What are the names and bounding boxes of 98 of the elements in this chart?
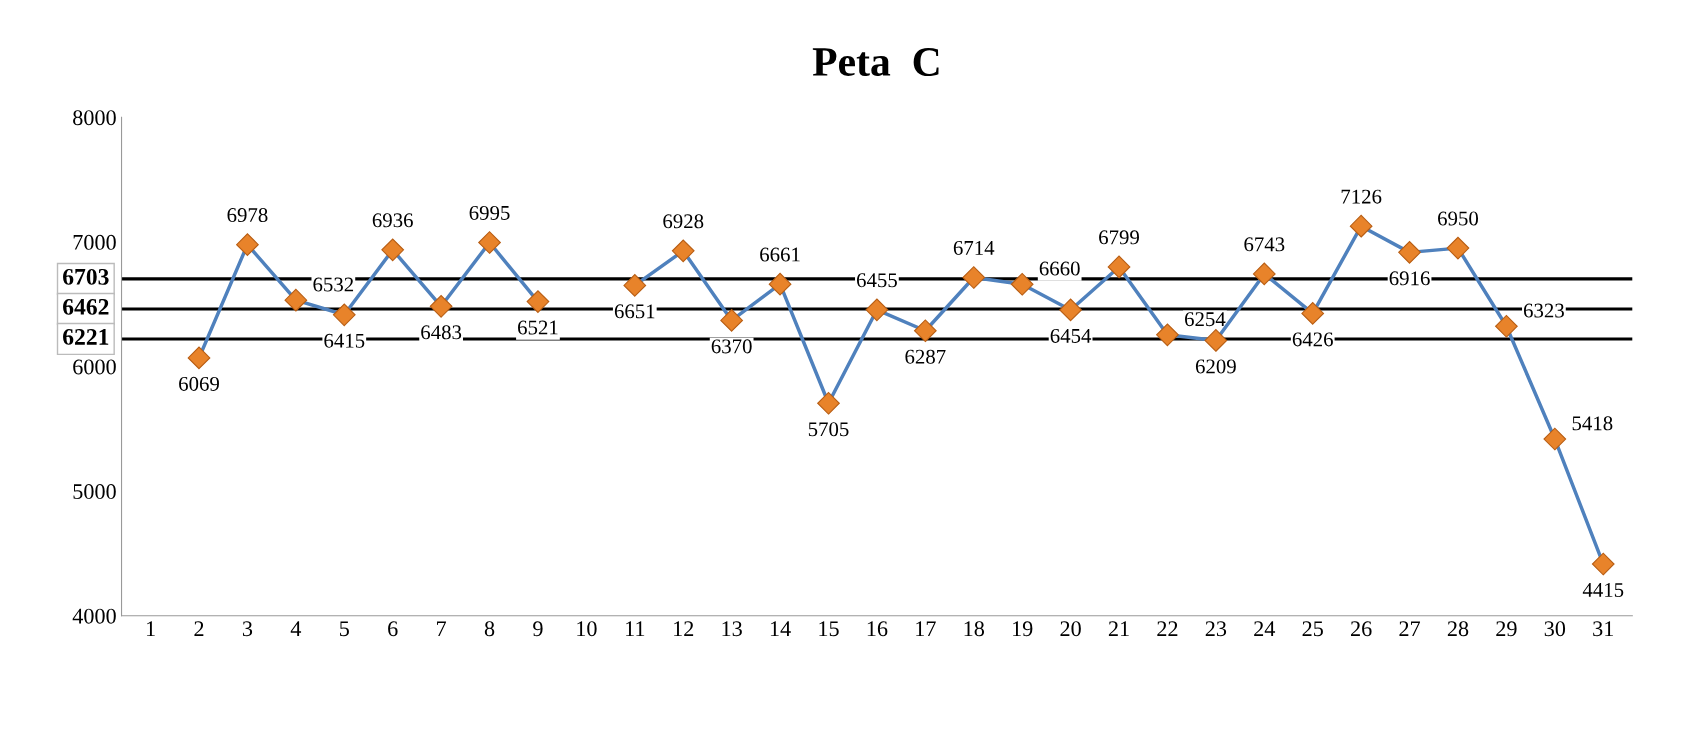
data-label: 6287 bbox=[905, 349, 946, 364]
data-label: 6323 bbox=[1523, 303, 1564, 318]
ref-line-label: 6462 bbox=[63, 298, 109, 315]
point bbox=[1059, 298, 1082, 322]
data-label: 6426 bbox=[1292, 332, 1333, 347]
x-tick-label: 6 bbox=[388, 621, 398, 637]
data-label: 6995 bbox=[469, 205, 510, 220]
data-label: 6799 bbox=[1099, 230, 1140, 245]
point bbox=[1107, 255, 1131, 279]
point bbox=[1252, 262, 1276, 286]
x-tick-label: 16 bbox=[867, 621, 888, 637]
point bbox=[1349, 214, 1373, 238]
x-tick-label: 24 bbox=[1254, 621, 1276, 636]
data-label: 6483 bbox=[421, 325, 462, 340]
point bbox=[623, 274, 647, 297]
x-tick-label: 7 bbox=[437, 621, 447, 636]
data-label: 6370 bbox=[711, 339, 752, 354]
x-tick-label: 19 bbox=[1013, 621, 1033, 637]
data-label: 6743 bbox=[1244, 237, 1285, 252]
y-tick-label: 8000 bbox=[73, 110, 116, 126]
x-tick-label: 17 bbox=[916, 621, 936, 636]
y-tick-label: 7000 bbox=[73, 234, 116, 250]
point bbox=[478, 231, 501, 254]
x-tick-label: 30 bbox=[1544, 621, 1566, 637]
data-label: 6661 bbox=[760, 247, 800, 262]
x-tick-label: 20 bbox=[1060, 621, 1081, 637]
x-tick-label: 14 bbox=[770, 621, 791, 636]
x-tick-label: 12 bbox=[674, 621, 694, 636]
x-tick-label: 28 bbox=[1447, 621, 1469, 637]
data-label: 4415 bbox=[1582, 583, 1624, 597]
x-tick-label: 27 bbox=[1399, 621, 1421, 636]
data-label: 6950 bbox=[1438, 211, 1479, 226]
data-label: 6521 bbox=[518, 320, 558, 335]
data-label: 6928 bbox=[663, 214, 704, 229]
y-tick-label: 6000 bbox=[73, 359, 116, 375]
point bbox=[913, 319, 937, 343]
x-tick-label: 26 bbox=[1351, 621, 1372, 637]
data-label: 6651 bbox=[614, 304, 655, 319]
x-tick-label: 23 bbox=[1205, 621, 1227, 637]
ref-line-label: 6221 bbox=[63, 329, 109, 345]
x-tick-label: 22 bbox=[1157, 621, 1178, 636]
point bbox=[526, 290, 550, 313]
data-label: 6916 bbox=[1389, 271, 1430, 286]
ref-line-label: 6703 bbox=[63, 268, 109, 285]
data-label: 6415 bbox=[324, 333, 365, 348]
x-tick-label: 9 bbox=[533, 621, 543, 637]
x-tick-label: 1 bbox=[146, 621, 155, 636]
data-label: 6069 bbox=[179, 376, 219, 391]
x-tick-label: 13 bbox=[722, 621, 742, 637]
point bbox=[1010, 272, 1034, 296]
data-label: 6714 bbox=[953, 240, 995, 255]
x-tick-label: 3 bbox=[242, 621, 253, 637]
x-tick-label: 10 bbox=[577, 621, 597, 637]
x-tick-label: 11 bbox=[626, 621, 645, 636]
x-tick-label: 8 bbox=[484, 621, 495, 637]
point bbox=[671, 239, 695, 263]
point bbox=[429, 294, 453, 318]
point bbox=[284, 288, 308, 312]
point bbox=[1495, 314, 1518, 338]
point bbox=[187, 346, 211, 370]
x-tick-label: 29 bbox=[1496, 621, 1517, 637]
point bbox=[1398, 240, 1421, 264]
data-label: 6454 bbox=[1050, 328, 1092, 343]
y-tick-label: 5000 bbox=[73, 484, 116, 500]
data-label: 6936 bbox=[372, 213, 413, 228]
x-tick-label: 31 bbox=[1593, 621, 1614, 637]
x-tick-label: 18 bbox=[964, 621, 985, 637]
point bbox=[381, 238, 405, 262]
data-label: 6532 bbox=[313, 277, 354, 292]
point bbox=[1446, 236, 1470, 260]
x-tick-label: 2 bbox=[194, 621, 204, 636]
x-tick-label: 25 bbox=[1302, 621, 1323, 637]
data-label: 5705 bbox=[808, 422, 849, 437]
point bbox=[865, 298, 889, 322]
data-label: 6209 bbox=[1195, 359, 1236, 374]
y-tick-label: 4000 bbox=[72, 608, 116, 624]
x-tick-label: 5 bbox=[340, 621, 349, 637]
point bbox=[1301, 302, 1325, 325]
point bbox=[768, 272, 792, 296]
data-label: 5418 bbox=[1572, 416, 1613, 431]
x-tick-label: 4 bbox=[290, 621, 302, 636]
point bbox=[817, 391, 840, 415]
point bbox=[1543, 427, 1567, 451]
point bbox=[720, 309, 744, 332]
data-label: 6978 bbox=[227, 208, 268, 223]
point bbox=[1204, 329, 1228, 352]
point bbox=[1156, 323, 1179, 347]
point bbox=[962, 266, 986, 289]
x-tick-label: 15 bbox=[819, 621, 839, 637]
point bbox=[1591, 552, 1615, 576]
point bbox=[236, 233, 259, 256]
chart-title: Peta C bbox=[812, 48, 939, 77]
data-label: 7126 bbox=[1341, 189, 1382, 204]
data-label: 6455 bbox=[856, 273, 897, 288]
x-tick-label: 21 bbox=[1108, 621, 1129, 636]
data-label: 6660 bbox=[1039, 261, 1080, 276]
data-label: 6254 bbox=[1185, 312, 1226, 327]
point bbox=[332, 303, 356, 327]
